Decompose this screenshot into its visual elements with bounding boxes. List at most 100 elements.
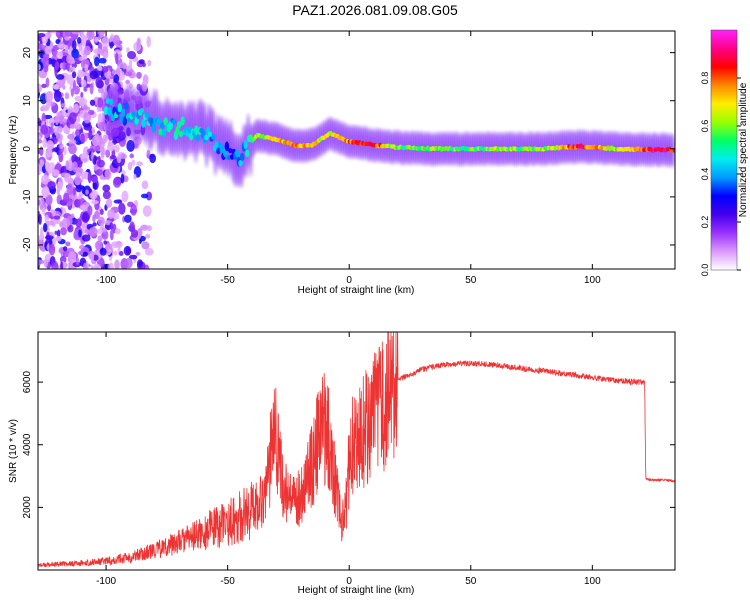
noise-speckle: [60, 226, 67, 236]
ridge-cell: [204, 134, 209, 141]
noise-speckle: [41, 186, 50, 198]
noise-speckle: [98, 113, 102, 122]
noise-speckle: [124, 71, 133, 77]
noise-speckle: [77, 113, 81, 123]
noise-speckle: [80, 91, 84, 98]
noise-speckle: [102, 184, 111, 192]
noise-speckle: [50, 122, 54, 128]
noise-speckle: [58, 151, 64, 163]
noise-speckle: [47, 203, 52, 212]
noise-speckle: [88, 129, 93, 141]
noise-speckle: [82, 262, 88, 269]
noise-speckle: [136, 38, 141, 49]
noise-speckle: [118, 62, 127, 69]
noise-speckle: [136, 161, 144, 167]
noise-speckle: [83, 86, 88, 92]
noise-speckle: [129, 221, 135, 232]
x-tick-label: 50: [465, 275, 477, 286]
ridge-cell: [124, 101, 129, 110]
ridge-cell: [226, 155, 231, 161]
spectrogram-x-axis: -100 -50 0 50 100: [96, 31, 601, 286]
noise-speckle: [41, 83, 48, 89]
spectrogram-y-axis: -20 -10 0 10 20: [22, 47, 675, 252]
colorbar-tick-label: 0.6: [700, 120, 710, 133]
x-tick-label: 50: [465, 576, 477, 587]
ridge-cell: [108, 98, 114, 106]
noise-speckle: [113, 250, 118, 256]
noise-speckle: [51, 262, 59, 269]
noise-speckle: [55, 74, 65, 81]
noise-speckle: [81, 212, 90, 224]
noise-speckle: [140, 193, 149, 199]
noise-speckle: [90, 252, 95, 263]
noise-speckle: [38, 32, 46, 38]
ridge-cell: [672, 148, 675, 153]
noise-speckle: [71, 71, 77, 79]
snr-panel: -100 -50 0 50 100 2000 4000 6000 Height of str…: [8, 331, 676, 596]
noise-speckle: [56, 51, 64, 60]
noise-speckle: [114, 259, 120, 269]
noise-speckle: [141, 180, 149, 190]
ridge-cell: [141, 118, 146, 128]
noise-speckle: [71, 154, 78, 164]
noise-speckle: [131, 159, 136, 166]
x-tick-label: -100: [96, 275, 116, 286]
ridge-cell: [224, 141, 230, 152]
colorbar-tick-label: 0.4: [700, 168, 710, 181]
noise-speckle: [130, 229, 139, 238]
noise-speckle: [78, 44, 83, 52]
ridge-cell: [238, 159, 243, 167]
noise-speckle: [42, 57, 50, 69]
noise-speckle: [98, 134, 103, 146]
noise-speckle: [100, 147, 105, 159]
ridge-cell: [187, 126, 192, 134]
noise-speckle: [127, 161, 133, 171]
noise-speckle: [72, 161, 78, 173]
noise-speckle: [39, 159, 45, 167]
noise-speckle: [119, 251, 124, 256]
y-tick-label: 10: [22, 95, 33, 107]
noise-speckle: [91, 126, 95, 136]
noise-speckle: [142, 205, 152, 217]
noise-speckle: [42, 138, 47, 148]
colorbar-frame: [710, 29, 738, 271]
ridge-cell: [211, 133, 216, 140]
noise-speckle: [56, 181, 63, 191]
snr-x-axis: -100 -50 0 50 100: [96, 332, 601, 587]
noise-speckle: [107, 209, 115, 220]
noise-speckle: [71, 31, 80, 35]
ridge-cell: [160, 122, 165, 129]
noise-speckle: [75, 218, 82, 228]
noise-speckle: [105, 149, 111, 158]
noise-speckle: [45, 148, 53, 158]
noise-speckle: [125, 246, 132, 255]
noise-speckle: [47, 181, 56, 190]
noise-speckle: [77, 69, 84, 79]
noise-speckle: [55, 235, 62, 242]
ridge-cell: [245, 149, 250, 158]
noise-speckle: [85, 189, 89, 195]
ridge-cell: [156, 118, 162, 127]
noise-speckle: [43, 258, 48, 268]
noise-speckle: [80, 31, 85, 39]
noise-speckle: [45, 220, 55, 226]
noise-speckle: [73, 103, 80, 114]
noise-speckle: [67, 251, 77, 263]
noise-speckle: [65, 241, 71, 247]
noise-speckle: [92, 222, 97, 227]
noise-speckle: [135, 251, 141, 256]
noise-speckle: [103, 240, 107, 245]
x-tick-label: 0: [346, 576, 352, 587]
noise-speckle: [102, 134, 108, 143]
noise-speckle: [79, 204, 87, 211]
noise-speckle: [91, 175, 99, 183]
noise-speckle: [92, 254, 99, 261]
noise-speckle: [97, 235, 103, 243]
noise-speckle: [56, 111, 62, 118]
ridge-cell: [240, 152, 245, 161]
ridge-cell: [177, 121, 182, 129]
spectrogram-x-label: Height of straight line (km): [298, 285, 415, 296]
noise-speckle: [57, 116, 66, 125]
noise-speckle: [74, 175, 82, 186]
